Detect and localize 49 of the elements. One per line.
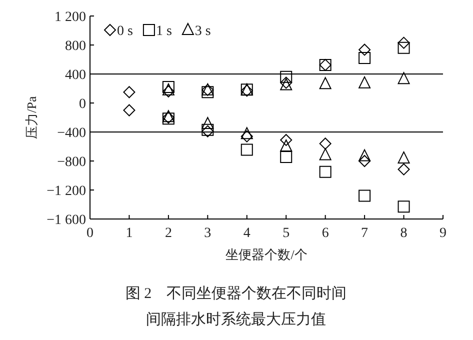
x-tick-label: 1 (126, 226, 133, 241)
point (240, 144, 253, 156)
point (398, 163, 410, 176)
point (398, 151, 410, 164)
y-tick-label: −1 600 (46, 213, 86, 228)
y-tick-label: −400 (57, 126, 86, 141)
legend-label: 0 s (117, 24, 133, 39)
point (280, 151, 292, 164)
point (202, 86, 214, 98)
point (358, 44, 371, 56)
point (398, 200, 410, 213)
point (280, 140, 292, 152)
x-tick-label: 4 (243, 226, 250, 241)
point (319, 148, 332, 160)
legend-label: 1 s (156, 24, 172, 39)
point (358, 155, 371, 167)
point (319, 138, 332, 150)
y-tick-label: 800 (65, 39, 86, 54)
x-tick-label: 5 (282, 226, 290, 241)
point (123, 86, 136, 98)
x-tick-label: 3 (204, 226, 212, 241)
point (123, 104, 136, 116)
point (398, 36, 410, 49)
y-tick-label: −800 (57, 155, 86, 170)
x-tick-label: 7 (361, 226, 368, 241)
point (319, 77, 332, 90)
legend-label: 3 s (194, 24, 211, 39)
point (358, 76, 371, 88)
y-tick-label: 400 (65, 68, 86, 83)
point (280, 70, 292, 83)
x-tick-label: 2 (164, 226, 172, 241)
point (358, 149, 371, 162)
point (240, 127, 253, 140)
point (398, 42, 410, 54)
y-axis-title: 压力/Pa (24, 96, 39, 139)
point (280, 134, 292, 146)
x-tick-label: 9 (440, 226, 446, 241)
x-tick-label: 8 (400, 226, 408, 241)
y-tick-label: 1 200 (54, 10, 86, 25)
point (319, 166, 332, 178)
point (398, 72, 410, 84)
text: 图 2 不同坐便器个数在不同时间间隔排水时系统最大压力值 (125, 285, 347, 328)
y-tick-label: 0 (79, 97, 86, 112)
y-tick-label: −1 200 (46, 184, 86, 199)
point (202, 117, 214, 130)
point (358, 52, 371, 64)
x-axis-title: 坐便器个数/个 (226, 247, 308, 262)
point (358, 190, 371, 202)
x-tick-label: 6 (322, 226, 329, 241)
